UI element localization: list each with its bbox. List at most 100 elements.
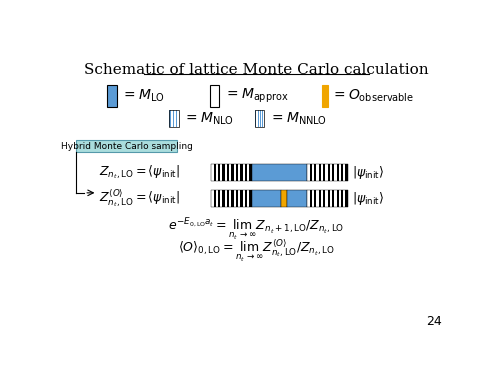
Text: Hybrid Monte Carlo sampling: Hybrid Monte Carlo sampling — [61, 142, 193, 151]
Bar — [336, 190, 338, 207]
Bar — [240, 190, 242, 207]
Bar — [176, 111, 177, 128]
Bar — [252, 164, 308, 180]
Bar — [334, 190, 336, 207]
Bar — [261, 111, 262, 128]
Bar — [312, 190, 314, 207]
Bar — [321, 190, 323, 207]
Bar — [310, 164, 312, 180]
Text: $= M_{\mathrm{LO}}$: $= M_{\mathrm{LO}}$ — [122, 88, 165, 104]
Bar — [240, 164, 242, 180]
Text: $Z_{n_t,\mathrm{LO}} = \langle\psi_{\mathrm{init}}|$: $Z_{n_t,\mathrm{LO}} = \langle\psi_{\mat… — [99, 163, 180, 181]
Bar — [252, 164, 308, 180]
Text: 24: 24 — [426, 315, 442, 328]
Bar — [281, 190, 287, 207]
Bar — [171, 111, 172, 128]
Bar — [232, 190, 234, 207]
Bar — [247, 190, 250, 207]
Bar — [212, 190, 252, 207]
Bar — [328, 164, 330, 180]
Bar — [174, 111, 176, 128]
Bar — [287, 190, 308, 207]
Bar — [258, 111, 260, 128]
Bar — [227, 164, 229, 180]
Text: $|\psi_{\mathrm{init}}\rangle$: $|\psi_{\mathrm{init}}\rangle$ — [352, 190, 385, 207]
Bar — [250, 190, 252, 207]
Bar — [316, 190, 318, 207]
Bar — [234, 164, 236, 180]
Bar — [214, 164, 216, 180]
Bar — [245, 164, 247, 180]
Bar — [318, 164, 321, 180]
Bar — [236, 164, 238, 180]
Bar — [328, 190, 330, 207]
Bar — [254, 111, 264, 128]
Bar — [250, 164, 252, 180]
Bar — [210, 85, 219, 106]
Bar — [218, 164, 220, 180]
Bar — [321, 164, 323, 180]
Bar — [238, 164, 240, 180]
Bar — [338, 164, 341, 180]
Text: $Z^{\langle O\rangle}_{n_t,\mathrm{LO}} = \langle\psi_{\mathrm{init}}|$: $Z^{\langle O\rangle}_{n_t,\mathrm{LO}} … — [99, 188, 180, 209]
Bar — [220, 190, 222, 207]
Bar — [172, 111, 174, 128]
Bar — [252, 190, 281, 207]
Text: Schematic of lattice Monte Carlo calculation: Schematic of lattice Monte Carlo calcula… — [84, 63, 428, 77]
Bar — [242, 164, 245, 180]
Bar — [232, 164, 234, 180]
Bar — [247, 164, 250, 180]
Bar — [308, 164, 310, 180]
Bar — [281, 190, 287, 207]
Bar — [222, 190, 224, 207]
Text: $\langle O\rangle_{0,\mathrm{LO}} = \lim_{n_t\to\infty} Z^{\langle O\rangle}_{n_: $\langle O\rangle_{0,\mathrm{LO}} = \lim… — [178, 237, 334, 264]
Bar — [341, 164, 343, 180]
Bar — [220, 164, 222, 180]
Text: $e^{-E_{0,\mathrm{LO}}a_t} = \lim_{n_t\to\infty} Z_{n_t+1,\mathrm{LO}}/Z_{n_t,\m: $e^{-E_{0,\mathrm{LO}}a_t} = \lim_{n_t\t… — [168, 217, 344, 243]
Bar — [260, 111, 261, 128]
Text: $= M_{\mathrm{NNLO}}$: $= M_{\mathrm{NNLO}}$ — [268, 111, 326, 127]
Text: $|\psi_{\mathrm{init}}\rangle$: $|\psi_{\mathrm{init}}\rangle$ — [352, 164, 385, 180]
Bar — [314, 190, 316, 207]
Bar — [227, 190, 229, 207]
Bar — [332, 164, 334, 180]
Bar — [254, 111, 256, 128]
Bar — [170, 111, 171, 128]
Bar — [338, 190, 341, 207]
Bar — [222, 164, 224, 180]
Bar — [224, 164, 227, 180]
Bar — [318, 190, 321, 207]
Bar — [326, 164, 328, 180]
Bar — [308, 190, 310, 207]
Bar — [343, 164, 345, 180]
Bar — [229, 190, 232, 207]
Bar — [256, 111, 258, 128]
Bar — [346, 190, 348, 207]
Text: $= M_{\mathrm{NLO}}$: $= M_{\mathrm{NLO}}$ — [184, 111, 234, 127]
Bar — [330, 164, 332, 180]
Bar — [177, 111, 179, 128]
Bar — [330, 190, 332, 207]
Bar — [334, 164, 336, 180]
Bar — [252, 190, 281, 207]
Bar — [308, 190, 348, 207]
Bar — [108, 85, 117, 106]
Bar — [238, 190, 240, 207]
Bar — [212, 164, 252, 180]
Bar — [332, 190, 334, 207]
Bar — [316, 164, 318, 180]
Bar — [212, 190, 214, 207]
Bar — [212, 164, 214, 180]
Bar — [236, 190, 238, 207]
FancyBboxPatch shape — [76, 141, 177, 152]
Bar — [336, 164, 338, 180]
Bar — [224, 190, 227, 207]
Bar — [323, 164, 326, 180]
Bar — [170, 111, 179, 128]
Bar — [341, 190, 343, 207]
Bar — [229, 164, 232, 180]
Bar — [323, 190, 326, 207]
Bar — [214, 190, 216, 207]
Bar — [242, 190, 245, 207]
Bar — [310, 190, 312, 207]
